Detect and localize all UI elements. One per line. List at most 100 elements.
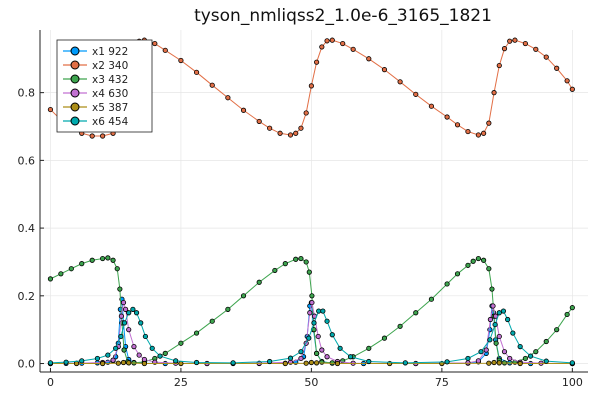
data-point [225, 95, 231, 101]
data-point [298, 355, 304, 362]
legend-entry: x6 454 [63, 116, 129, 128]
data-point [569, 360, 575, 366]
data-point [79, 261, 85, 267]
data-point [491, 359, 497, 366]
x-tick-label: 100 [562, 376, 583, 389]
y-tick-label: 0.8 [18, 87, 36, 100]
data-point [89, 133, 95, 139]
data-point [413, 310, 419, 316]
x-tick-label: 50 [304, 376, 318, 389]
data-point [309, 293, 315, 299]
data-point [272, 267, 278, 274]
data-point [126, 360, 132, 366]
data-point [308, 359, 314, 366]
data-point [465, 262, 471, 268]
data-point [475, 358, 481, 364]
data-point [316, 308, 322, 314]
data-point [105, 352, 111, 358]
data-point [122, 306, 129, 312]
data-point [303, 360, 309, 366]
data-point [282, 261, 288, 267]
data-point [113, 345, 119, 351]
data-point [287, 132, 294, 138]
y-tick-label: 0.2 [18, 290, 36, 303]
data-point [475, 255, 481, 262]
data-point [178, 57, 184, 64]
y-tick-label: 0.0 [18, 358, 36, 371]
data-point [324, 354, 330, 360]
data-point [397, 79, 403, 85]
data-point [569, 305, 575, 311]
data-point [100, 133, 106, 139]
data-point [117, 286, 123, 292]
data-point [366, 56, 372, 62]
data-point [496, 62, 502, 69]
data-point [347, 354, 354, 360]
data-point [554, 327, 560, 333]
data-point [564, 78, 570, 84]
data-point [481, 130, 487, 136]
data-point [533, 46, 539, 52]
legend-entry: x4 630 [63, 88, 128, 100]
data-point [293, 130, 299, 136]
data-point [120, 359, 127, 366]
data-point [94, 355, 101, 362]
data-point [138, 320, 144, 326]
legend-box [56, 39, 153, 133]
data-point [309, 299, 315, 306]
data-point [209, 318, 215, 324]
data-point [121, 320, 128, 326]
data-point [308, 83, 314, 89]
data-point [303, 110, 309, 116]
data-point [397, 323, 403, 329]
data-point [162, 47, 168, 53]
data-point [47, 360, 54, 366]
data-point [465, 128, 471, 135]
data-point [381, 67, 388, 73]
data-point [193, 330, 200, 336]
data-point [490, 303, 496, 309]
data-point [329, 332, 335, 338]
data-point [337, 345, 343, 351]
data-point [366, 358, 372, 365]
data-point [569, 86, 575, 92]
data-point [100, 255, 106, 262]
data-point [282, 360, 288, 367]
data-point [63, 359, 69, 365]
data-point [507, 38, 513, 44]
data-point [487, 316, 493, 323]
data-point [100, 360, 106, 367]
data-point [500, 308, 507, 314]
data-point [496, 360, 502, 366]
data-point [366, 345, 372, 351]
data-point [136, 352, 142, 358]
data-point [298, 125, 304, 131]
data-point [501, 349, 508, 355]
legend-marker [70, 116, 80, 126]
data-point [173, 358, 179, 364]
data-point [303, 259, 309, 265]
legend-marker [70, 88, 80, 98]
data-point [428, 296, 435, 302]
x-tick-label: 25 [174, 376, 188, 389]
data-point [118, 333, 124, 340]
data-point [350, 46, 356, 52]
data-point [454, 271, 461, 277]
data-point [478, 349, 484, 355]
data-point [58, 271, 64, 277]
data-point [517, 360, 523, 367]
data-point [512, 37, 518, 43]
data-point [487, 337, 493, 343]
data-point [315, 333, 321, 340]
data-point [287, 355, 294, 361]
data-point [115, 360, 121, 366]
legend-entry: x3 432 [63, 74, 128, 86]
legend-label: x3 432 [92, 74, 128, 86]
data-point [493, 340, 499, 346]
series-line [50, 302, 573, 365]
legend: x1 922 x2 340 x3 432 x4 630 x5 387 x6 454 [56, 39, 153, 133]
data-point [126, 327, 132, 333]
data-point [152, 40, 158, 47]
data-point [311, 320, 317, 326]
